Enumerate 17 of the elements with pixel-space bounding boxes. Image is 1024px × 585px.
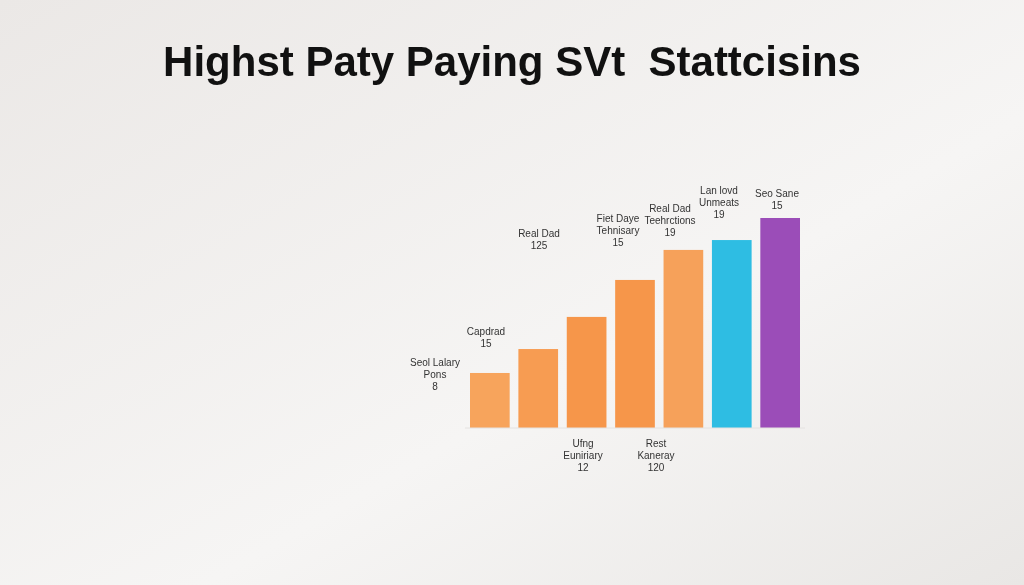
annotation: Fiet Daye Tehnisary 15 [596, 213, 640, 248]
bar [470, 372, 510, 428]
annotation: Real Dad Teehrctions 19 [644, 203, 696, 238]
annotation: Capdrad 15 [466, 326, 506, 349]
bar [663, 249, 704, 428]
bar [615, 279, 655, 428]
text: Ufng Euniriary 12 [563, 438, 603, 473]
bar [518, 349, 559, 428]
text: Rest Kaneray 120 [637, 438, 675, 473]
text: Seol Lalary Pons 8 [409, 357, 461, 392]
chart-title: Highst Paty Paying SVt Stattcisins [163, 38, 861, 85]
text: Seo Sane 15 [755, 188, 800, 211]
annotation: Lan lovd Unmeats 19 [698, 185, 740, 220]
bar [566, 316, 607, 428]
annotation: Real Dad 125 [518, 228, 560, 251]
bar [760, 218, 800, 428]
bar [711, 240, 752, 428]
